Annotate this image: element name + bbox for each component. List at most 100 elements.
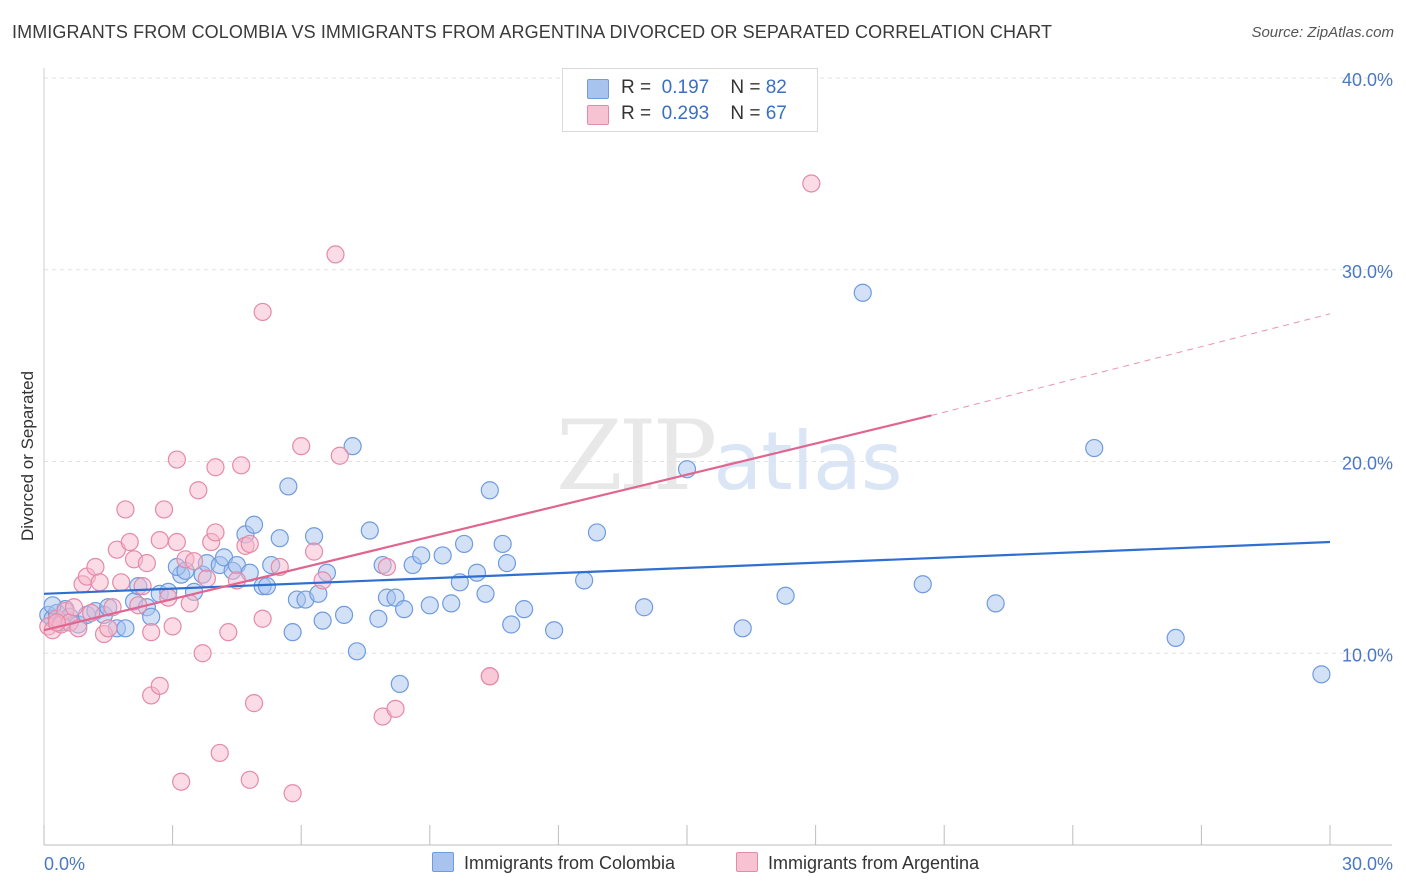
argentina-point — [210, 743, 229, 763]
legend-n-label: N = — [730, 103, 761, 124]
colombia-point — [575, 571, 594, 590]
legend-r-value: 0.293 — [661, 103, 710, 124]
y-tick-label: 20.0% — [1342, 454, 1393, 474]
argentina-point — [189, 481, 208, 500]
argentina-trend-line — [43, 414, 932, 632]
colombia-point — [390, 674, 409, 694]
colombia-point — [420, 596, 439, 615]
argentina-point — [240, 770, 259, 789]
legend-r-value: 0.197 — [661, 77, 710, 98]
x-tick-label: 0.0% — [44, 854, 85, 874]
argentina-point — [313, 571, 332, 590]
colombia-point — [279, 477, 298, 496]
argentina-point — [197, 569, 216, 588]
argentina-point — [133, 577, 152, 596]
colombia-point — [116, 619, 135, 638]
legend-r-label: R = — [621, 77, 652, 98]
tick-labels: 10.0% 20.0% 30.0% 40.0% 0.0% 30.0% — [44, 70, 1393, 874]
argentina-point — [480, 667, 499, 686]
argentina-point — [150, 531, 169, 550]
series-swatch-argentina — [736, 852, 758, 872]
argentina-point — [142, 623, 161, 642]
y-tick-label: 40.0% — [1342, 70, 1393, 90]
argentina-point — [86, 557, 105, 577]
colombia-point — [304, 527, 324, 546]
series-name-colombia: Immigrants from Colombia — [464, 853, 676, 873]
argentina-point — [120, 532, 139, 552]
colombia-point — [776, 586, 795, 605]
argentina-point — [377, 557, 397, 577]
argentina-point — [219, 623, 238, 642]
argentina-point — [167, 450, 186, 469]
colombia-point — [913, 575, 932, 594]
colombia-point — [1085, 438, 1104, 458]
argentina-point — [184, 552, 204, 571]
argentina-point — [163, 617, 182, 636]
trend-lines — [43, 313, 1331, 632]
argentina-point — [304, 542, 324, 561]
argentina-point — [206, 458, 225, 477]
colombia-point — [1312, 665, 1331, 684]
argentina-point — [154, 500, 174, 519]
argentina-point — [283, 784, 302, 803]
argentina-point — [172, 772, 191, 791]
colombia-point — [480, 481, 499, 500]
colombia-point — [493, 534, 512, 554]
colombia-point — [733, 619, 752, 638]
colombia-point — [467, 563, 487, 582]
colombia-point — [986, 594, 1005, 613]
argentina-point — [386, 699, 405, 718]
argentina-point — [116, 500, 135, 519]
data-points — [39, 174, 1331, 803]
watermark-zip: ZIP — [556, 400, 717, 512]
source-credit: Source: ZipAtlas.com — [1251, 24, 1394, 41]
colombia-point — [1166, 628, 1185, 648]
x-tick-label: 30.0% — [1342, 854, 1393, 874]
argentina-point — [167, 532, 186, 552]
argentina-point — [206, 523, 225, 542]
argentina-point — [99, 619, 118, 638]
series-swatch-colombia — [432, 852, 454, 872]
legend-swatch-argentina — [587, 105, 609, 125]
colombia-point — [454, 534, 474, 554]
colombia-trend-line — [43, 540, 1331, 595]
colombia-point — [313, 611, 332, 630]
axes — [43, 68, 1392, 846]
argentina-point — [240, 534, 259, 554]
colombia-point — [515, 600, 534, 619]
argentina-point — [326, 245, 345, 264]
argentina-point — [232, 456, 251, 475]
argentina-point — [90, 573, 109, 592]
correlation-legend: R = 0.197 N = 82 R = 0.293 N = 67 — [562, 68, 818, 132]
argentina-point — [253, 302, 272, 322]
colombia-point — [635, 598, 654, 617]
y-tick-label: 10.0% — [1342, 645, 1393, 665]
colombia-point — [587, 523, 607, 542]
legend-swatch-colombia — [587, 79, 609, 99]
y-tick-label: 30.0% — [1342, 262, 1393, 282]
colombia-point — [334, 605, 354, 625]
series-legend-argentina: Immigrants from Argentina — [736, 852, 979, 874]
colombia-point — [283, 623, 302, 642]
colombia-point — [412, 546, 431, 565]
argentina-point — [244, 694, 264, 713]
colombia-point — [545, 621, 564, 640]
colombia-point — [442, 594, 461, 613]
colombia-point — [369, 609, 388, 628]
colombia-point — [343, 437, 362, 456]
colombia-point — [244, 515, 264, 534]
argentina-point — [802, 174, 821, 193]
series-name-argentina: Immigrants from Argentina — [768, 853, 980, 873]
argentina-point — [330, 446, 349, 465]
colombia-point — [270, 529, 289, 548]
chart-title: IMMIGRANTS FROM COLOMBIA VS IMMIGRANTS F… — [12, 22, 1053, 42]
colombia-point — [433, 546, 452, 565]
legend-n-value: 67 — [765, 103, 787, 124]
colombia-point — [347, 642, 367, 661]
argentina-point — [137, 554, 156, 573]
colombia-point — [476, 584, 495, 603]
series-legend-colombia: Immigrants from Colombia — [432, 852, 675, 874]
argentina-point — [292, 437, 311, 456]
colombia-point — [497, 554, 517, 573]
